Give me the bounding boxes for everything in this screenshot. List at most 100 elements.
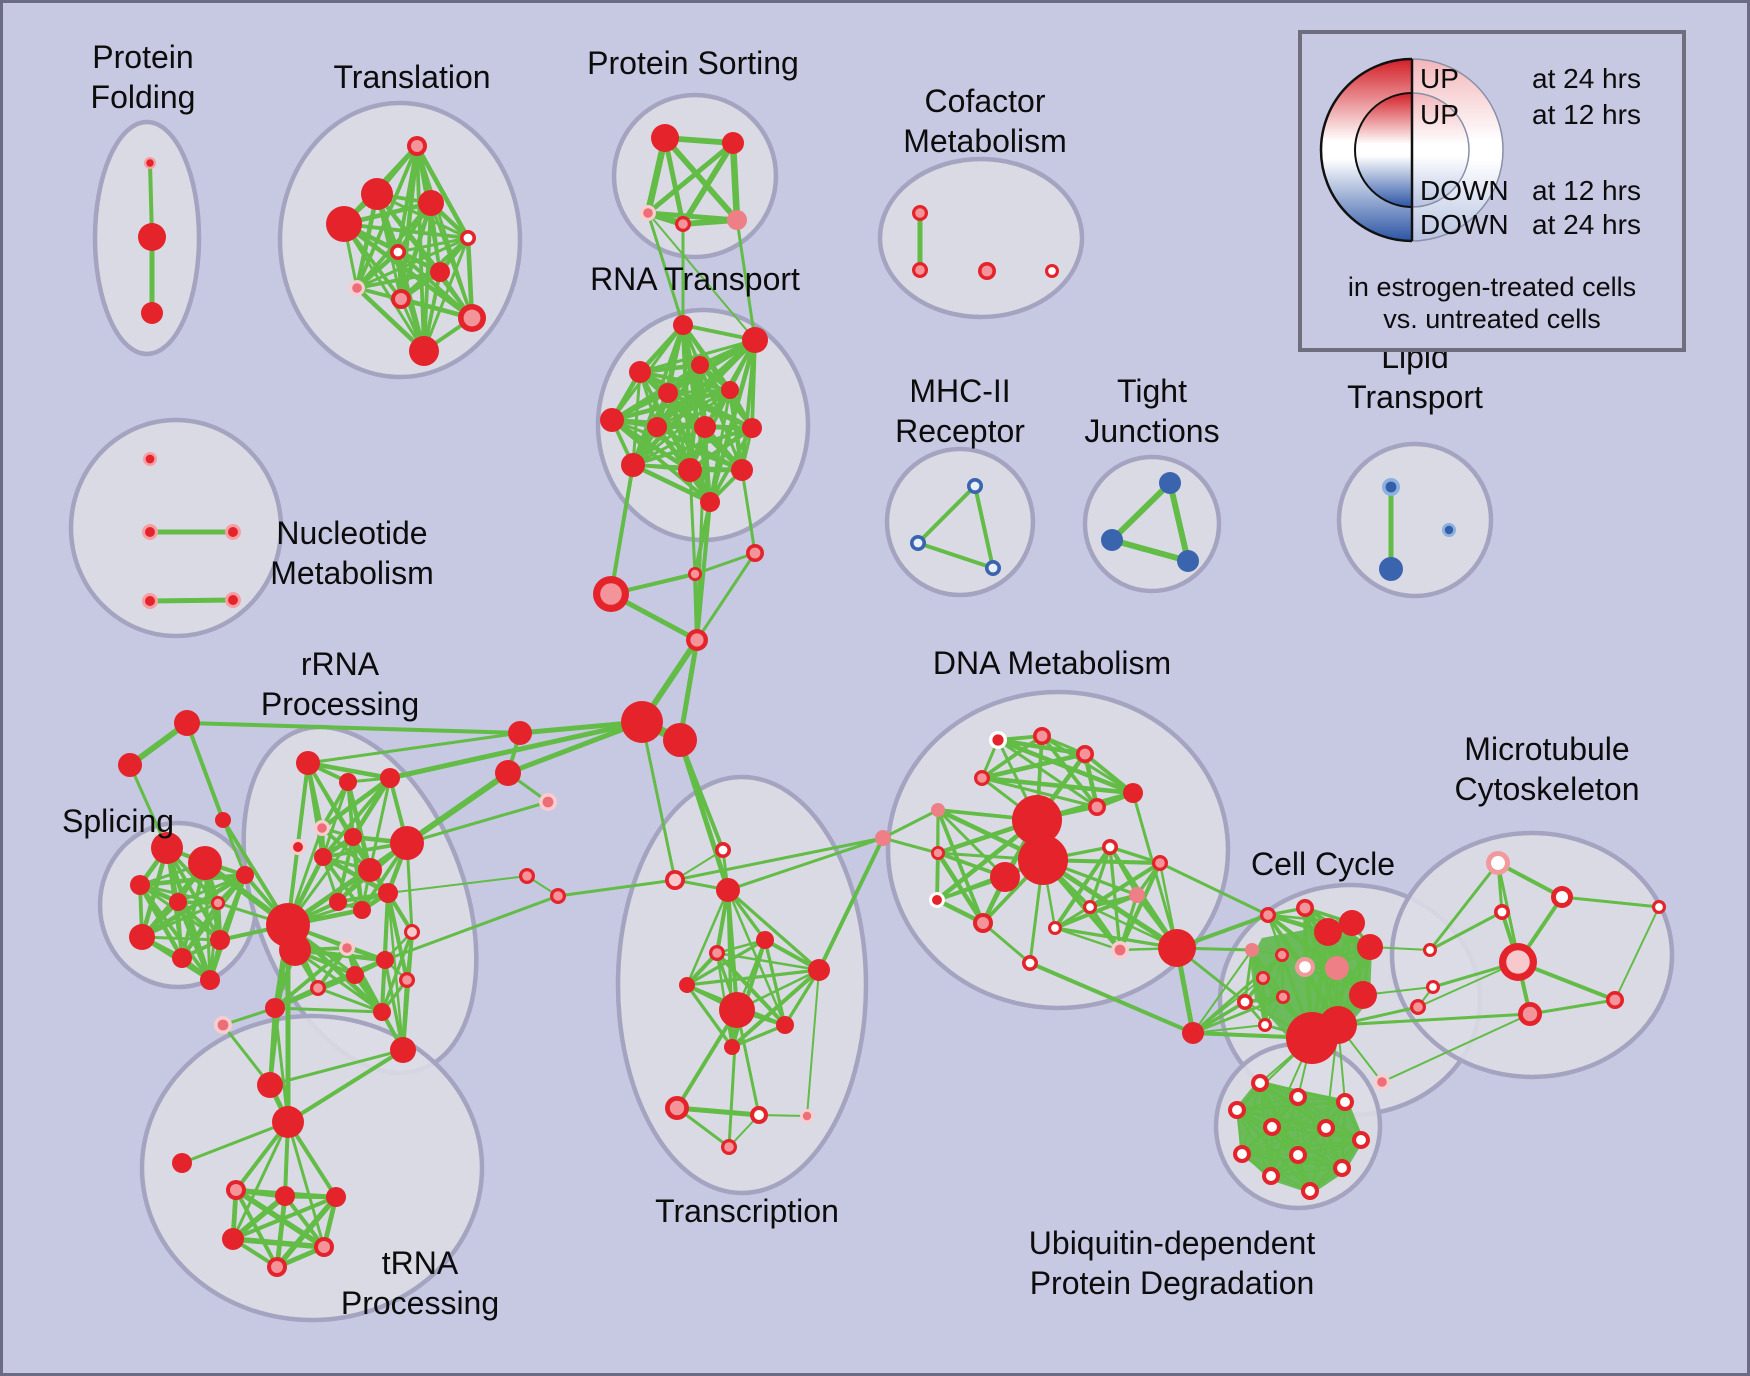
edge-tr [422,236,470,353]
network-node-cc-0 [1260,907,1276,923]
network-node-tx-14 [721,1139,737,1155]
network-node-ch-1 [746,544,764,562]
network-node-tr-7 [349,280,365,296]
network-node-rt-1 [742,327,768,353]
cluster-ellipse-nm [68,417,284,639]
edge-rr [273,1006,384,1014]
network-node-dm-1 [1033,727,1051,745]
network-node-tr-10 [409,336,439,366]
edge-tn [274,1194,339,1270]
edge-rt [631,425,707,467]
network-node-sp-12 [236,866,254,884]
edge-cc [1280,953,1285,999]
cluster-label-dm-line0: DNA Metabolism [933,645,1171,681]
network-node-sp-9 [172,948,192,968]
network-node-sp-2 [215,812,231,828]
edge-sp [165,846,222,942]
edge-rt [638,370,732,392]
edge-cc [1192,1024,1266,1034]
edge-tx [806,969,820,1117]
edge-ps [680,140,736,227]
edge-rt [609,417,693,473]
edge-link [1428,910,1504,952]
network-node-sp-1 [118,753,142,777]
edge-rt [638,338,757,374]
cluster-label-uq-line0: Ubiquitin-dependent [1029,1225,1316,1261]
edge-tx [730,1023,787,1049]
edge-dm [1082,751,1100,810]
network-node-tr-0 [407,136,427,156]
edge-dm [1118,893,1139,952]
network-node-tj-0 [1159,472,1181,494]
edge-sp [140,935,222,942]
edge-link [185,721,522,735]
edge-uq [1241,1127,1327,1155]
network-node-sp-4 [188,846,222,880]
network-node-rt-0 [673,315,693,335]
network-node-rr-24 [257,1072,283,1098]
network-node-rr-2 [380,768,400,788]
network-node-tn-6 [314,1237,334,1257]
cluster-label-pf-line0: Protein [92,39,193,75]
network-node-dm-5 [1123,783,1143,803]
network-node-tn-5 [222,1228,244,1250]
network-node-tx-3 [716,878,740,902]
network-node-uq-9 [1333,1159,1351,1177]
edge-rr [368,776,392,872]
network-node-tn-7 [267,1257,287,1277]
edge-ps [662,135,686,227]
edge-tx [729,937,768,1050]
edge-link [1028,961,1195,1035]
network-node-nm-0 [143,452,157,466]
edge-rt [698,363,744,472]
edge-tx [685,968,821,987]
edge-dm [935,850,986,926]
edge-tn [230,1236,327,1250]
network-node-ch-3 [686,629,708,651]
edge-tx [714,950,788,1028]
labels-layer: Protein Folding Translation Protein Sorting… [62,39,1640,1321]
edge-rr [383,958,405,1052]
edge-link [383,894,560,962]
network-node-nm-2 [225,524,241,540]
legend-time-0: at 24 hrs [1532,63,1641,94]
cluster-label-tj-line1: Junctions [1084,413,1219,449]
network-node-sp-7 [211,896,225,910]
edge-uq [1235,1100,1347,1112]
edge-link [695,425,707,642]
network-node-uq-0 [1251,1074,1269,1092]
edge-ch [505,719,645,776]
legend-glyph-right-half [1412,58,1504,242]
cluster-label-uq-line1: Protein Degradation [1030,1265,1315,1301]
edge-link [1381,1013,1531,1083]
legend-glyph-left-half [1319,57,1412,243]
network-node-rr-1 [339,773,357,791]
network-node-cf-1 [912,262,928,278]
edge-tx [685,983,734,1049]
network-node-mhc-1 [910,535,926,551]
edge-dm [1117,860,1163,953]
network-node-sp-5 [130,875,150,895]
edge-tn [230,1193,288,1242]
network-node-pf-1 [138,223,166,251]
edge-uq [1269,1166,1344,1178]
network-node-uq-1 [1289,1088,1307,1106]
network-node-rr-7 [358,858,382,882]
edge-mt [1496,861,1564,899]
edge-dm [979,775,1136,796]
edge-ps [645,140,736,216]
network-node-rr-3 [314,820,330,836]
network-node-ch-2 [593,576,629,612]
edge-dm [936,808,985,925]
legend: UP at 24 hrs UP at 12 hrs DOWN at 12 hrs DOWN a… [1298,30,1686,352]
network-node-tn-3 [275,1186,295,1206]
edge-tx [556,878,677,898]
network-node-rt-3 [691,356,709,374]
legend-direction-2: DOWN [1420,175,1509,206]
network-node-rr-20 [373,1003,391,1021]
edge-dm [979,751,1088,781]
edge-link [1158,861,1270,917]
edge-link [387,875,528,894]
edge-tj [1109,537,1191,564]
edge-tn [231,1195,338,1241]
